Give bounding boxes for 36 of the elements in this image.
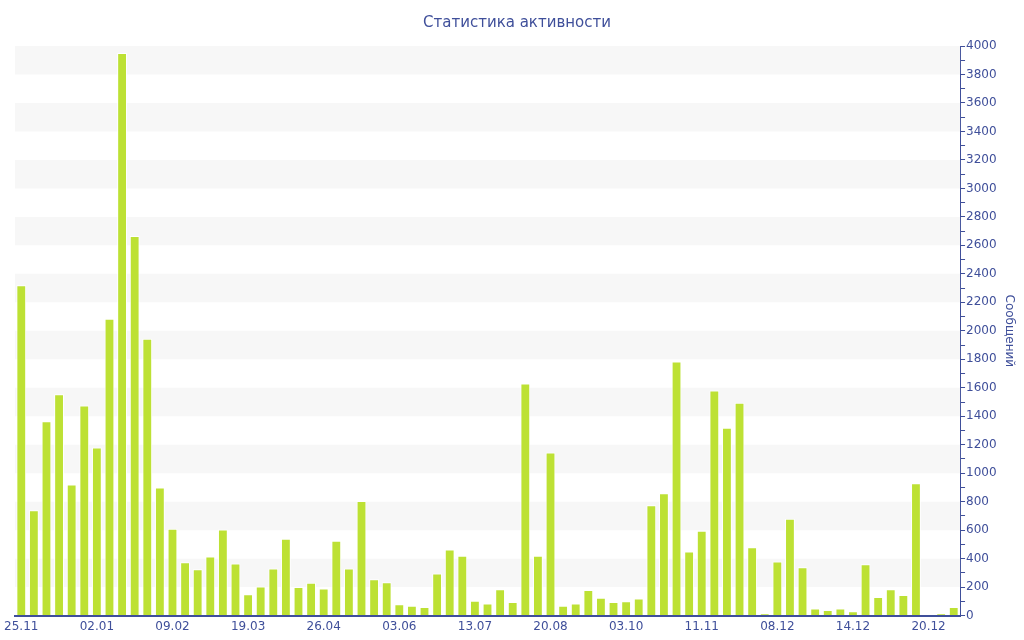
y-tick-label: 3400 xyxy=(966,123,997,138)
y-tick-label: 600 xyxy=(966,522,989,537)
x-tick-label: 11.11 xyxy=(684,618,719,633)
x-tick-label: 13.07 xyxy=(457,618,493,633)
x-tick-label: 20.08 xyxy=(533,618,568,633)
y-tick-label: 2000 xyxy=(966,322,997,337)
y-axis-title: Сообщений xyxy=(1002,294,1017,368)
y-tick-label: 2600 xyxy=(966,237,997,252)
y-tick-label: 2200 xyxy=(966,294,997,309)
y-tick-label: 1600 xyxy=(966,379,997,394)
y-tick-label: 1200 xyxy=(966,436,997,451)
y-tick-label: 400 xyxy=(966,550,989,565)
x-tick-label: 14.12 xyxy=(835,618,871,633)
y-tick-label: 3800 xyxy=(966,66,997,81)
y-tick-label: 4000 xyxy=(966,38,997,53)
y-tick-label: 0 xyxy=(966,607,974,622)
y-tick-label: 800 xyxy=(966,493,989,508)
x-tick-label: 03.06 xyxy=(382,618,417,633)
x-tick-label: 26.04 xyxy=(306,618,341,633)
chart-title: Статистика активности xyxy=(423,12,611,31)
x-tick-label: 03.10 xyxy=(608,618,644,633)
x-tick-label: 19.03 xyxy=(230,618,266,633)
y-tick-label: 2800 xyxy=(966,209,997,224)
x-tick-label: 02.01 xyxy=(79,618,115,633)
y-tick-label: 200 xyxy=(966,579,989,594)
y-tick-label: 2400 xyxy=(966,265,997,280)
x-tick-label: 25.11 xyxy=(4,618,39,633)
y-tick-label: 1800 xyxy=(966,351,997,366)
x-tick-label: 20.12 xyxy=(911,618,946,633)
y-tick-label: 3600 xyxy=(966,95,997,110)
y-tick-label: 1400 xyxy=(966,408,997,423)
x-tick-label: 09.02 xyxy=(155,618,190,633)
x-tick-label: 08.12 xyxy=(760,618,795,633)
y-tick-label: 1000 xyxy=(966,465,997,480)
y-tick-label: 3200 xyxy=(966,152,997,167)
y-tick-label: 3000 xyxy=(966,180,997,195)
